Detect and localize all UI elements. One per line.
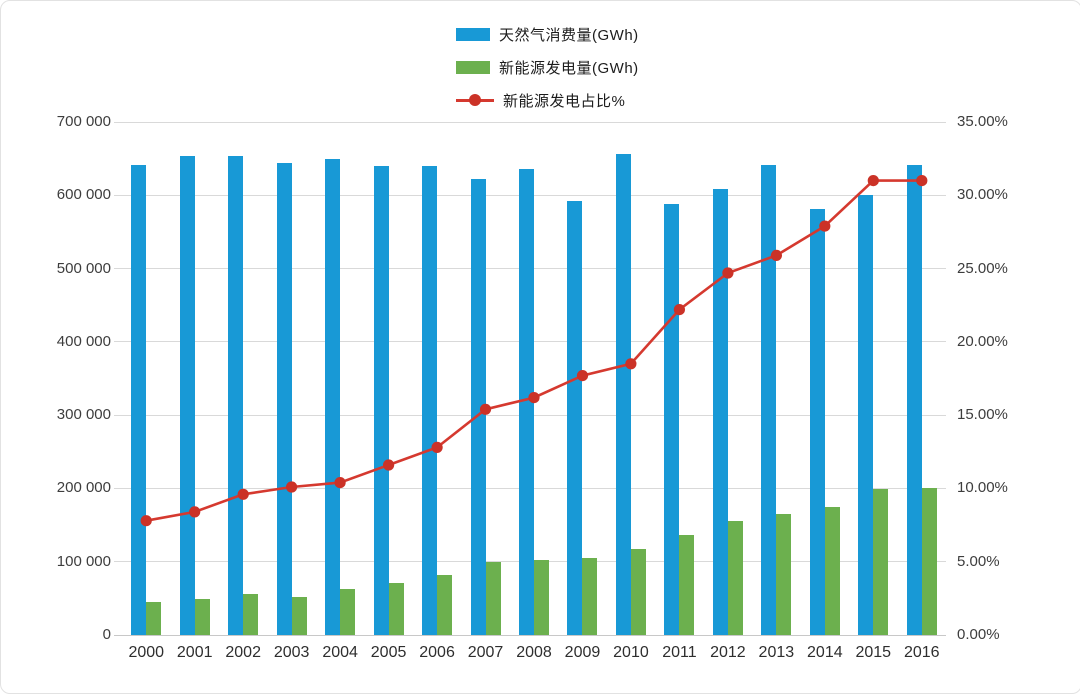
share-point-marker — [189, 506, 201, 518]
y-axis-right-tick-label: 35.00% — [957, 113, 1008, 130]
line-series-layer — [140, 175, 928, 527]
x-axis-tick-label: 2006 — [419, 644, 455, 661]
y-axis-left-tick-label: 300 000 — [56, 406, 111, 424]
renewable-bar — [243, 593, 259, 635]
y-axis-right-tick-label: 25.00% — [957, 259, 1008, 277]
share-point-marker — [673, 304, 686, 316]
y-axis-left-tick-label: 400 000 — [56, 332, 111, 350]
x-axis: 2000 2001 2002 2003 2004 2005 2006 2007 2008 2009… — [122, 122, 946, 661]
renewable-bar-swatch-icon — [456, 61, 490, 74]
renewable-bar — [534, 559, 549, 635]
gas-bar — [858, 195, 874, 635]
y-axis-left-tick-label: 0 — [102, 626, 111, 643]
y-axis-right-tick-label: 20.00% — [957, 332, 1008, 350]
renewable-bar — [824, 506, 840, 635]
share-point-marker — [722, 267, 734, 279]
gas-bar — [906, 165, 922, 635]
gas-bar — [809, 209, 825, 635]
renewable-bar — [194, 599, 210, 635]
share-point-marker — [334, 477, 346, 489]
x-axis-tick-label: 2009 — [564, 644, 601, 661]
x-axis-tick-label: 2014 — [807, 644, 843, 661]
x-axis-tick-label: 2002 — [225, 644, 261, 661]
x-axis-tick-label: 2015 — [855, 644, 892, 661]
chart-legend: 天然气消费量(GWh) 新能源发电量(GWh) 新能源发电占比% — [456, 23, 639, 112]
gridline — [114, 121, 946, 123]
gas-bar — [470, 179, 486, 635]
renewable-bar — [727, 521, 743, 635]
share-line-swatch-dot — [469, 94, 481, 106]
y-axis-left-tick-label: 200 000 — [56, 479, 111, 497]
share-point-marker — [819, 220, 831, 232]
renewable-bar — [146, 602, 162, 635]
renewable-bar — [679, 535, 695, 635]
y-axis-right-tick-label: 15.00% — [957, 406, 1008, 424]
share-point-marker — [383, 459, 395, 471]
y-axis-right-tick-label: 0.00% — [957, 626, 1000, 643]
y-axis-left-tick-label: 100 000 — [56, 552, 111, 570]
gas-bar — [228, 156, 244, 635]
gas-bar — [519, 168, 534, 635]
renewable-bar — [340, 588, 356, 635]
share-point-marker — [625, 358, 637, 370]
renewable-bar — [388, 582, 404, 635]
share-point-marker — [770, 249, 783, 261]
gas-bar — [761, 164, 777, 635]
x-axis-tick-label: 2013 — [758, 644, 795, 661]
y-axis-right-tick-label: 5.00% — [957, 552, 1000, 570]
x-axis-tick-label: 2001 — [176, 644, 213, 661]
share-point-marker — [867, 175, 879, 187]
x-axis-tick-label: 2010 — [613, 644, 649, 661]
legend-label-share: 新能源发电占比% — [503, 93, 626, 110]
gas-bar — [712, 189, 728, 635]
y-axis-left-tick-label: 500 000 — [56, 259, 111, 277]
renewable-bar — [485, 562, 501, 635]
x-axis-tick-label: 2003 — [273, 644, 310, 661]
legend-label-renewable: 新能源发电量(GWh) — [499, 60, 639, 77]
legend-label-gas: 天然气消费量(GWh) — [499, 27, 639, 44]
x-axis-tick-label: 2004 — [322, 644, 358, 661]
renewable-bar — [873, 489, 889, 635]
x-axis-tick-label: 2011 — [662, 644, 697, 661]
legend-item-renewable: 新能源发电量(GWh) — [456, 56, 639, 79]
x-axis-tick-label: 2012 — [710, 644, 746, 661]
gas-bar — [422, 165, 438, 635]
y-axis-left-tick-label: 700 000 — [56, 113, 111, 130]
share-point-marker — [916, 175, 928, 187]
renewable-bar — [776, 514, 792, 635]
x-axis-tick-label: 2000 — [128, 644, 165, 661]
gas-bar — [276, 163, 292, 635]
y-axis-right-tick-label: 10.00% — [957, 479, 1008, 497]
renewable-bar — [437, 574, 453, 635]
legend-item-gas: 天然气消费量(GWh) — [456, 23, 639, 46]
renewable-bar — [921, 488, 937, 635]
share-point-marker — [237, 488, 249, 500]
share-point-marker — [576, 370, 589, 382]
legend-item-share: 新能源发电占比% — [456, 89, 639, 112]
gas-bar — [373, 165, 389, 635]
share-point-marker — [140, 515, 152, 527]
renewable-bar — [582, 558, 598, 635]
share-line-swatch-icon — [456, 94, 494, 107]
share-point-marker — [286, 481, 298, 493]
gas-bar-swatch-icon — [456, 28, 490, 41]
bars-layer — [122, 122, 946, 635]
y-axis-right-tick-label: 30.00% — [957, 186, 1008, 204]
gas-bar — [325, 158, 341, 635]
x-axis-tick-label: 2008 — [516, 644, 552, 661]
share-point-marker — [479, 403, 492, 415]
x-axis-tick-label: 2016 — [903, 644, 940, 661]
plot-area: 0 0.00% 100 000 5.00% 200 000 10.00% 300 000 15… — [57, 113, 1008, 661]
x-axis-tick-label: 2007 — [467, 644, 504, 661]
y-axis-left-tick-label: 600 000 — [56, 186, 111, 204]
x-axis-baseline — [114, 634, 946, 636]
renewable-bar — [291, 596, 307, 635]
share-point-marker — [528, 392, 540, 404]
x-axis-tick-label: 2005 — [370, 644, 407, 661]
renewable-bar — [630, 549, 646, 635]
gas-bar — [615, 154, 631, 635]
gas-bar — [567, 201, 583, 635]
share-point-marker — [431, 441, 443, 453]
